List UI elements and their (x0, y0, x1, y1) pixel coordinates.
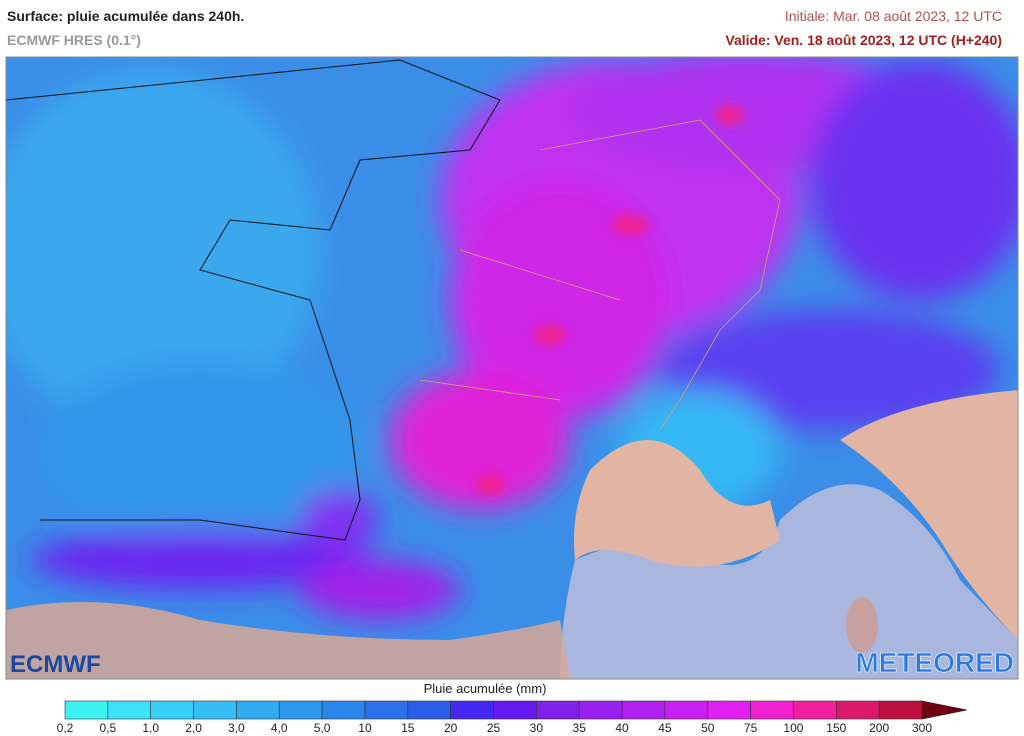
colorbar-label: 40 (615, 721, 629, 735)
colorbar-label: 2,0 (185, 721, 202, 735)
colorbar-box (835, 700, 880, 720)
colorbar-label: 35 (573, 721, 587, 735)
colorbar-box (64, 700, 109, 720)
colorbar-box (707, 700, 751, 720)
colorbar-box (793, 700, 837, 720)
colorbar-box (407, 700, 451, 720)
colorbar-label: 5,0 (314, 721, 331, 735)
colorbar-box (278, 700, 323, 720)
colorbar-box (450, 700, 494, 720)
colorbar-label: 50 (701, 721, 715, 735)
colorbar-label: 45 (658, 721, 672, 735)
ecmwf-logo: ECMWF (10, 651, 101, 678)
colorbar-label: 150 (826, 721, 846, 735)
colorbar-label: 20 (444, 721, 458, 735)
meteored-logo: METEORED (855, 647, 1014, 678)
valid-time: Valide: Ven. 18 août 2023, 12 UTC (H+240… (725, 32, 1002, 48)
initial-time: Initiale: Mar. 08 août 2023, 12 UTC (784, 8, 1002, 24)
title: Surface: pluie acumulée dans 240h. (7, 8, 245, 24)
colorbar-label: 0,5 (100, 721, 117, 735)
colorbar-label: 75 (744, 721, 758, 735)
colorbar-label: 0,2 (57, 721, 74, 735)
map-area (6, 57, 1018, 679)
colorbar-label: 4,0 (271, 721, 288, 735)
colorbar-box (621, 700, 666, 720)
colorbar-label: 3,0 (228, 721, 245, 735)
colorbar: 0,2 0,5 1,0 2,0 3,0 4,0 5,0 10 15 20 25 30 35 40 45 50 7… (57, 700, 968, 735)
colorbar-box (750, 700, 794, 720)
colorbar-label: 300 (912, 721, 932, 735)
colorbar-box (493, 700, 537, 720)
colorbar-box (578, 700, 623, 720)
colorbar-label: 10 (358, 721, 372, 735)
legend-title: Pluie acumulée (mm) (424, 681, 547, 696)
colorbar-box (364, 700, 409, 720)
colorbar-box (536, 700, 580, 720)
colorbar-label: 100 (783, 721, 803, 735)
colorbar-label: 1,0 (142, 721, 159, 735)
colorbar-box (878, 700, 923, 720)
colorbar-box (236, 700, 280, 720)
colorbar-label: 30 (530, 721, 544, 735)
colorbar-box (150, 700, 194, 720)
colorbar-label: 15 (401, 721, 415, 735)
colorbar-box (107, 700, 151, 720)
colorbar-arrow (921, 700, 968, 720)
colorbar-box (321, 700, 366, 720)
colorbar-label: 25 (487, 721, 501, 735)
colorbar-box (664, 700, 709, 720)
colorbar-box (193, 700, 237, 720)
colorbar-label: 200 (869, 721, 889, 735)
model: ECMWF HRES (0.1°) (7, 32, 141, 48)
